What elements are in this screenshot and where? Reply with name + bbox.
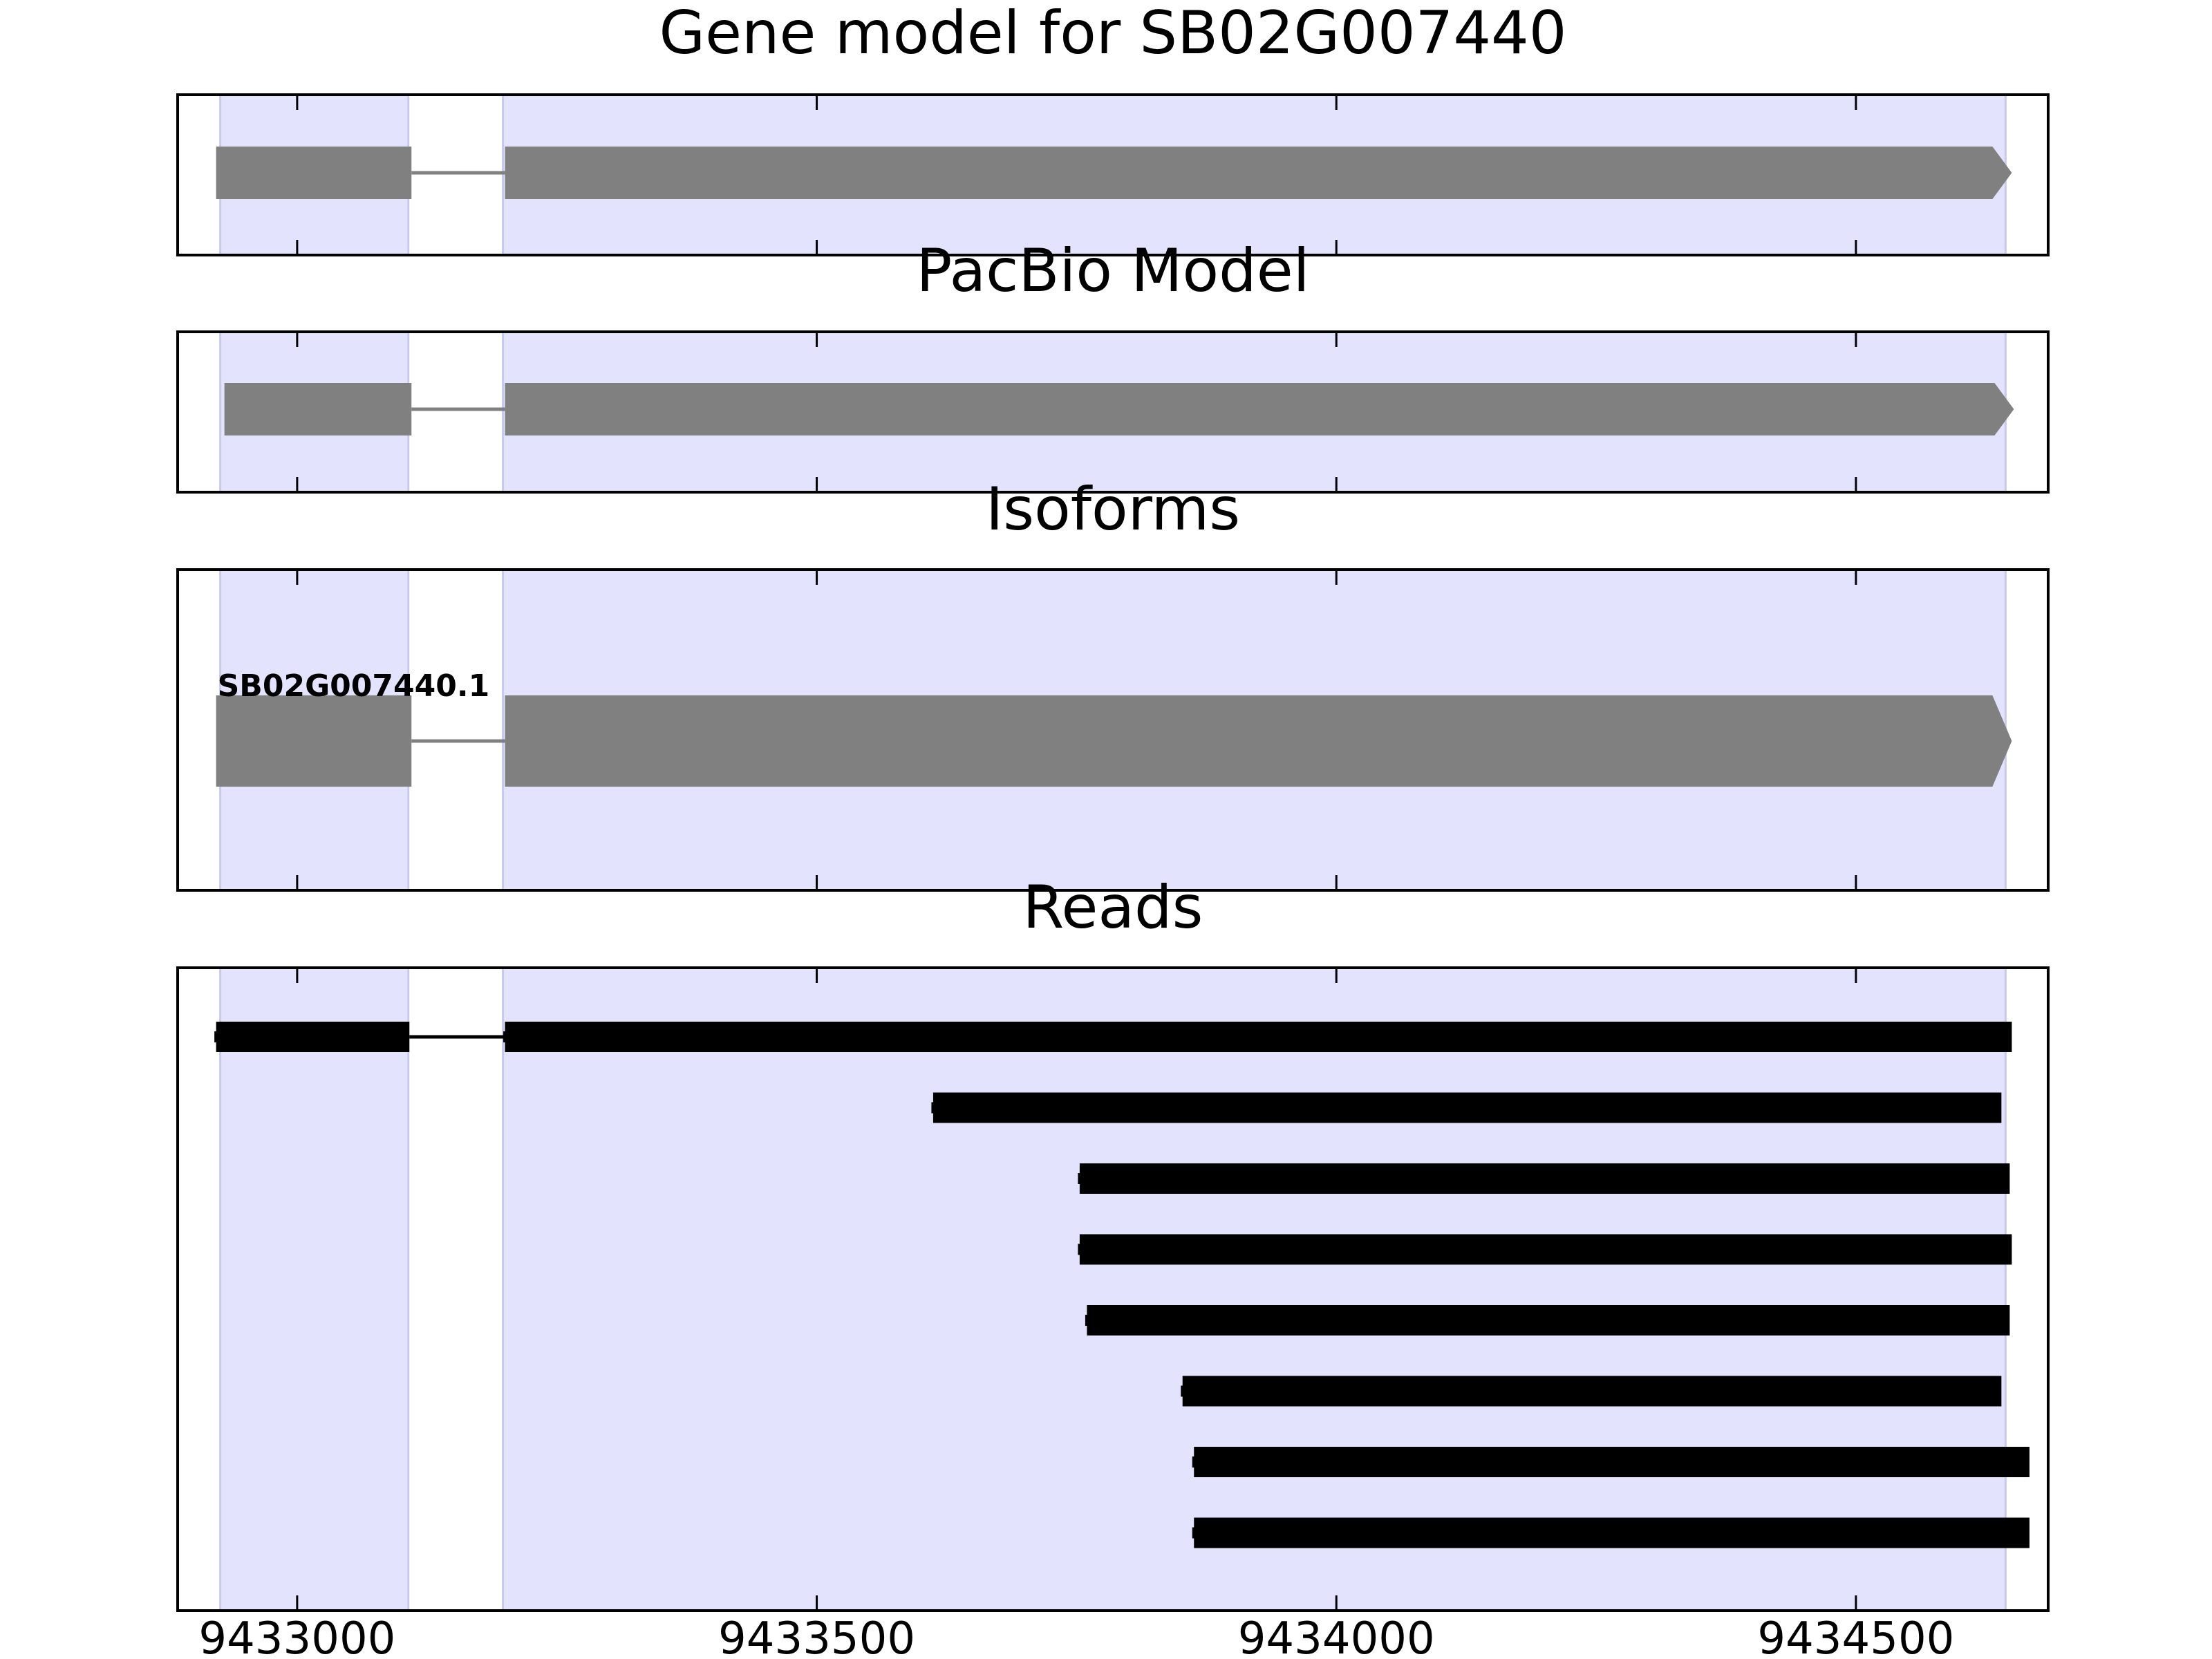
panel-frame (176, 966, 2050, 1612)
read-block (1079, 1163, 2010, 1194)
exon-block (224, 383, 412, 435)
read-block (1087, 1305, 2010, 1335)
shaded-exon-region (219, 966, 410, 1612)
panel-frame (176, 93, 2050, 256)
panel-gene_model: Gene model for SB02G007440 (176, 0, 2050, 256)
x-tick-label: 9433000 (198, 1613, 395, 1659)
read-block (1182, 1376, 2002, 1407)
read-block (1194, 1517, 2030, 1548)
read-block (932, 1092, 2002, 1123)
panel-title: Isoforms (986, 475, 1240, 544)
exon-block (216, 147, 412, 199)
panel-frame (176, 568, 2050, 892)
read-block (216, 1022, 410, 1052)
x-tick-label: 9433500 (718, 1613, 915, 1659)
panel-frame (176, 330, 2050, 494)
panel-reads: Reads (176, 873, 2050, 1612)
panel-title: PacBio Model (916, 236, 1309, 306)
panel-title: Gene model for SB02G007440 (659, 0, 1567, 68)
panel-isoforms: SB02G007440.1 Isoforms (176, 475, 2050, 892)
x-tick-label: 9434000 (1238, 1613, 1435, 1659)
read-block (505, 1022, 2012, 1052)
read-block (1194, 1447, 2030, 1477)
panel-pacbio: PacBio Model (176, 236, 2050, 494)
exon-block (505, 147, 2012, 199)
panel-title: Reads (1023, 873, 1203, 942)
exon-block (505, 383, 2014, 435)
isoform-label: SB02G007440.1 (218, 668, 490, 704)
exon-block (505, 695, 2012, 787)
read-block (1079, 1234, 2012, 1265)
shaded-exon-region (502, 966, 2007, 1612)
exon-block (216, 695, 412, 787)
x-tick-label: 9434500 (1757, 1613, 1954, 1659)
